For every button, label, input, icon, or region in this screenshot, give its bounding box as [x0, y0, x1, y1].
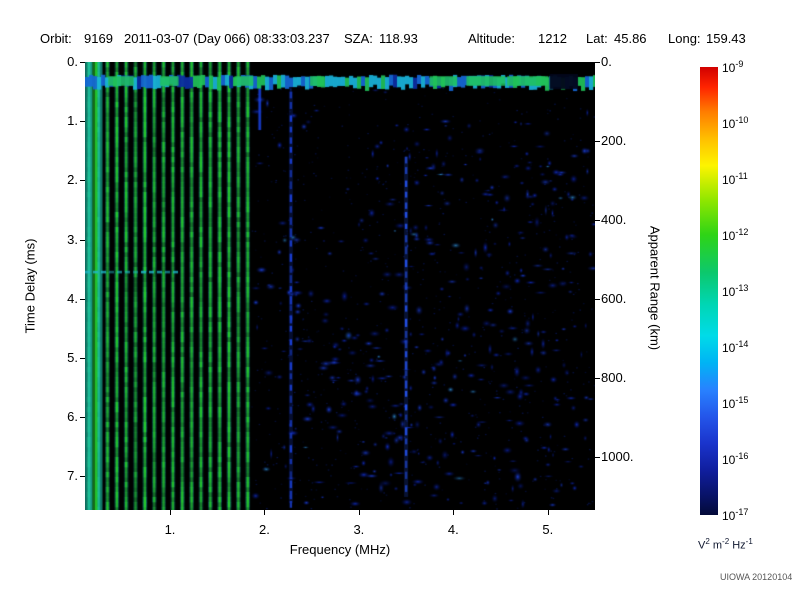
- colorbar-tick-exponent: -11: [735, 171, 748, 181]
- colorbar-tick-label: 10-16: [722, 451, 749, 467]
- x-tick-mark: [453, 510, 455, 515]
- orbit-value: 9169: [84, 31, 113, 46]
- y2-tick-label: 200.: [601, 132, 627, 148]
- altitude-value: 1212: [538, 31, 567, 46]
- lat-value: 45.86: [614, 31, 647, 46]
- orbit-label: Orbit:: [40, 31, 72, 46]
- y2-tick-label: 1000.: [601, 448, 634, 464]
- datetime-value: 2011-03-07 (Day 066) 08:33:03.237: [124, 31, 330, 46]
- y-tick-label: 0.: [67, 54, 78, 69]
- y-tick-mark: [80, 62, 85, 63]
- y-tick-mark: [80, 357, 85, 359]
- x-tick-mark: [547, 510, 549, 515]
- x-tick-label: 1.: [164, 522, 176, 537]
- y2-tick-mark: [595, 298, 600, 300]
- y2-tick-mark: [595, 62, 600, 63]
- colorbar-tick-label: 10-13: [722, 283, 749, 299]
- colorbar-tick-exponent: -17: [735, 507, 749, 517]
- y2-tick-mark: [595, 377, 600, 379]
- y2-tick-label: 600.: [601, 290, 627, 306]
- colorbar-tick-label: 10-10: [722, 115, 749, 131]
- x-tick-label: 5.: [542, 522, 554, 537]
- unit-exponent: 2: [705, 537, 710, 546]
- y2-tick-label: 400.: [601, 211, 627, 227]
- colorbar-tick-exponent: -16: [735, 451, 749, 461]
- lat-label: Lat:: [586, 31, 608, 46]
- colorbar-tick-exponent: -15: [735, 395, 749, 405]
- colorbar-tick-exponent: -12: [735, 227, 749, 237]
- y-tick-label: 2.: [67, 172, 78, 188]
- y-tick-label: 4.: [67, 290, 78, 306]
- colorbar-tick-exponent: -14: [735, 339, 749, 349]
- right-axis-title: Apparent Range (km): [647, 225, 663, 351]
- colorbar-tick-exponent: -9: [735, 59, 744, 69]
- x-tick-label: 2.: [259, 522, 270, 537]
- x-tick-mark: [170, 510, 171, 515]
- x-tick-mark: [264, 510, 266, 515]
- colorbar-tick-label: 10-14: [722, 339, 749, 355]
- unit-exponent: -2: [722, 537, 730, 546]
- y-tick-label: 1.: [67, 113, 78, 129]
- colorbar-tick-label: 10-11: [722, 171, 748, 187]
- long-label: Long:: [668, 31, 701, 46]
- x-tick-label: 4.: [447, 522, 459, 537]
- colorbar-unit-label: V2 m-2 Hz-1: [698, 537, 753, 552]
- y-tick-mark: [80, 239, 85, 241]
- y-tick-label: 7.: [67, 468, 78, 484]
- sza-value: 118.93: [379, 31, 418, 46]
- ionogram-plot: [85, 62, 595, 510]
- colorbar-tick-label: 10-17: [722, 507, 749, 523]
- x-tick-label: 3.: [353, 522, 365, 537]
- colorbar-tick-label: 10-12: [722, 227, 749, 243]
- y2-tick-mark: [595, 456, 600, 458]
- y-tick-mark: [80, 121, 85, 123]
- left-axis-title: Time Delay (ms): [22, 238, 38, 334]
- y2-tick-label: 0.: [601, 54, 612, 69]
- y-tick-mark: [80, 180, 85, 182]
- x-axis-title: Frequency (MHz): [289, 542, 391, 557]
- sza-label: SZA:: [344, 31, 373, 46]
- y-tick-label: 3.: [67, 231, 78, 247]
- colorbar-tick-exponent: -10: [735, 115, 749, 125]
- colorbar-tick-label: 10-9: [722, 59, 744, 75]
- credit-text: UIOWA 20120104: [720, 572, 793, 582]
- y-tick-mark: [80, 298, 85, 300]
- y-tick-mark: [80, 476, 85, 478]
- colorbar-tick-label: 10-15: [722, 395, 749, 411]
- y2-tick-mark: [595, 219, 600, 221]
- long-value: 159.43: [706, 31, 746, 46]
- colorbar: [700, 67, 718, 515]
- unit-exponent: -1: [745, 537, 753, 546]
- y-tick-label: 5.: [67, 349, 78, 365]
- y2-tick-mark: [595, 140, 600, 142]
- y2-tick-label: 800.: [601, 369, 627, 385]
- colorbar-tick-exponent: -13: [735, 283, 749, 293]
- x-tick-mark: [358, 510, 360, 515]
- altitude-label: Altitude:: [468, 31, 515, 46]
- y-tick-mark: [80, 417, 85, 419]
- y-tick-label: 6.: [67, 409, 78, 425]
